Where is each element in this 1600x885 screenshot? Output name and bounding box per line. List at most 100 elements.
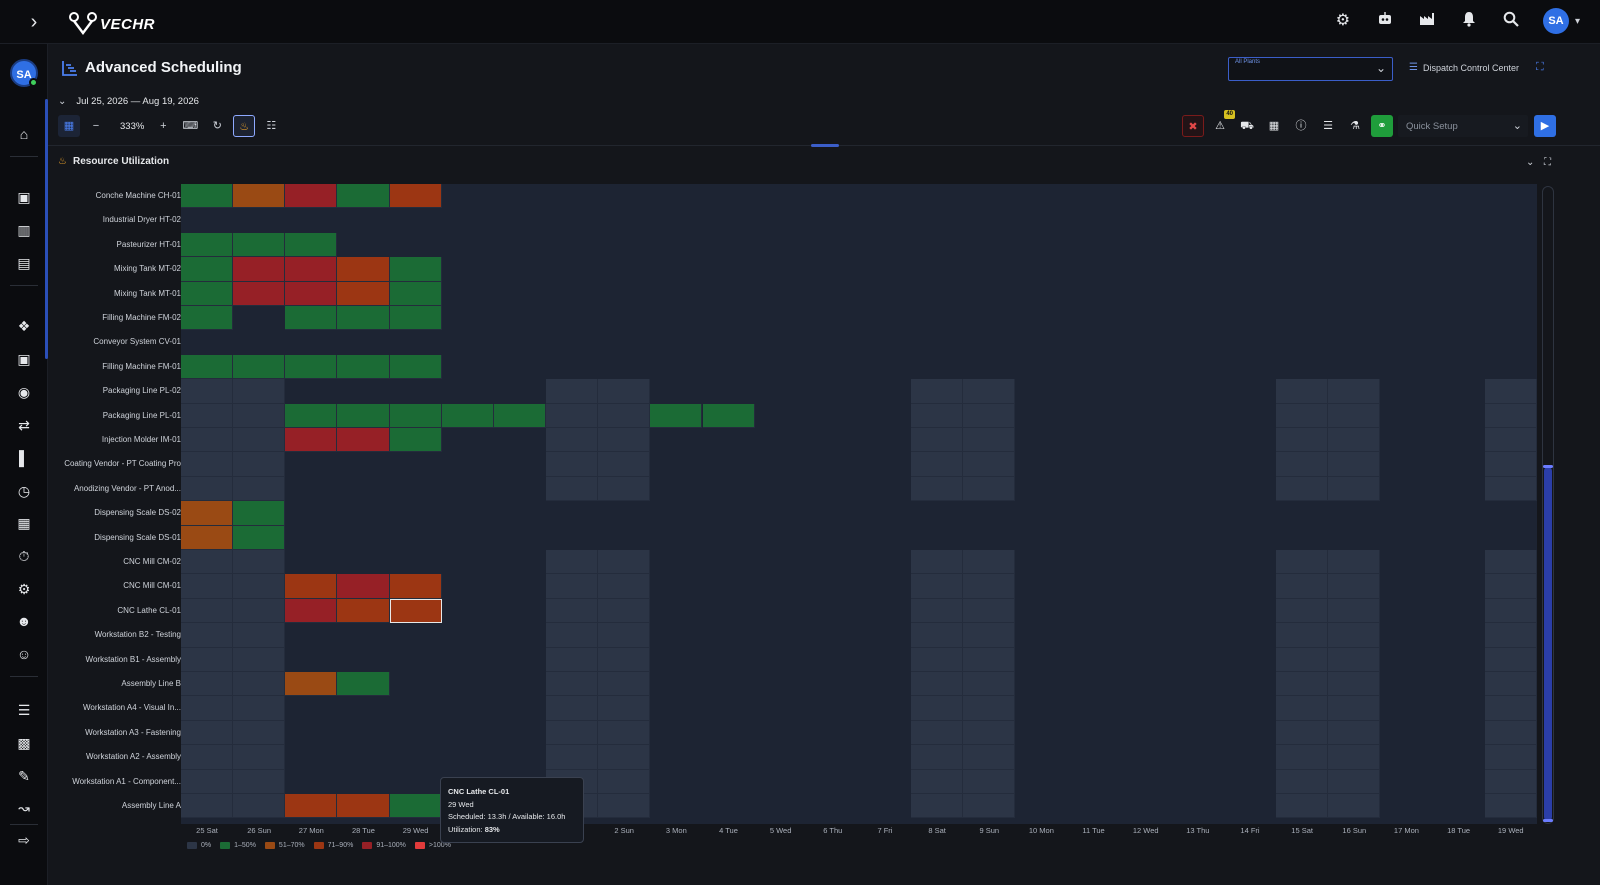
heatmap-cell[interactable]: [911, 647, 964, 672]
scrollbar-thumb[interactable]: [1544, 467, 1552, 821]
heatmap-cell[interactable]: [181, 525, 234, 550]
heatmap-cell[interactable]: [441, 403, 494, 428]
heatmap-cell[interactable]: [1276, 379, 1329, 404]
heatmap-cell[interactable]: [911, 598, 964, 624]
heatmap-cell[interactable]: [233, 403, 286, 428]
heatmap-cell[interactable]: [963, 647, 1016, 672]
layers-icon[interactable]: ☰: [1323, 120, 1333, 132]
heatmap-cell[interactable]: [911, 623, 964, 648]
heatmap-cell[interactable]: [233, 745, 286, 770]
heatmap-cell[interactable]: [181, 232, 234, 258]
heatmap-cell[interactable]: [963, 623, 1016, 648]
heatmap-cell[interactable]: [1276, 476, 1329, 502]
heatmap-cell[interactable]: [1484, 745, 1537, 770]
heatmap-cell[interactable]: [233, 647, 286, 672]
heatmap-cell[interactable]: [181, 720, 234, 746]
heatmap-cell[interactable]: [1328, 403, 1381, 428]
heatmap-cell[interactable]: [1276, 598, 1329, 624]
chart-line-icon[interactable]: ↝: [18, 800, 30, 816]
heatmap-cell[interactable]: [233, 794, 286, 819]
warehouse-icon[interactable]: ▤: [17, 255, 31, 271]
delete-icon[interactable]: ✖: [1182, 115, 1204, 137]
heatmap-cell[interactable]: [233, 476, 286, 502]
heatmap-cell[interactable]: [1484, 720, 1537, 746]
heatmap-cell[interactable]: [389, 403, 442, 428]
calendar-icon[interactable]: ▦: [1268, 120, 1280, 132]
heatmap-cell[interactable]: [1276, 623, 1329, 648]
heatmap-cell[interactable]: [337, 403, 390, 428]
heatmap-cell[interactable]: [181, 306, 234, 331]
heatmap-cell[interactable]: [598, 598, 651, 624]
heatmap-cell[interactable]: [1484, 550, 1537, 575]
filter-sliders-icon[interactable]: ☷: [266, 120, 277, 132]
heatmap-cell[interactable]: [1328, 745, 1381, 770]
heatmap-cell[interactable]: [1328, 769, 1381, 794]
heatmap-cell[interactable]: [911, 452, 964, 477]
heatmap-cell[interactable]: [181, 354, 234, 380]
settings-icon[interactable]: ⚙: [1335, 12, 1351, 29]
heatmap-cell-selected[interactable]: [389, 598, 442, 624]
heatmap-cell[interactable]: [963, 794, 1016, 819]
heatmap-cell[interactable]: [233, 257, 286, 282]
heatmap-cell[interactable]: [911, 720, 964, 746]
heatmap-cell[interactable]: [598, 745, 651, 770]
heatmap-cell[interactable]: [598, 379, 651, 404]
heatmap-cell[interactable]: [233, 184, 286, 209]
heatmap-cell[interactable]: [233, 379, 286, 404]
heatmap-cell[interactable]: [546, 672, 599, 697]
factory-icon[interactable]: [1417, 11, 1437, 31]
heatmap-cell[interactable]: [598, 476, 651, 502]
heatmap-cell[interactable]: [1276, 550, 1329, 575]
heatmap-cell[interactable]: [285, 306, 338, 331]
date-range-row[interactable]: ⌄ Jul 25, 2026 — Aug 19, 2026: [58, 94, 199, 108]
heatmap-cell[interactable]: [963, 672, 1016, 697]
heatmap-cell[interactable]: [963, 769, 1016, 794]
expand-sidebar-icon[interactable]: ›: [30, 11, 38, 33]
heatmap-cell[interactable]: [181, 379, 234, 404]
truck-icon[interactable]: ⛟: [1240, 120, 1254, 132]
logout-icon[interactable]: ⇨: [18, 832, 30, 848]
heatmap-cell[interactable]: [963, 745, 1016, 770]
heatmap-cell[interactable]: [389, 574, 442, 599]
heatmap-cell[interactable]: [337, 428, 390, 453]
heatmap-cell[interactable]: [233, 550, 286, 575]
heatmap-cell[interactable]: [1328, 428, 1381, 453]
heatmap-cell[interactable]: [1328, 647, 1381, 672]
heatmap-cell[interactable]: [389, 281, 442, 306]
plant-select[interactable]: All Plants ⌄: [1228, 57, 1393, 81]
heatmap-cell[interactable]: [1328, 623, 1381, 648]
heatmap-cell[interactable]: [1484, 403, 1537, 428]
heatmap-cell[interactable]: [650, 403, 703, 428]
heatmap-cell[interactable]: [1484, 574, 1537, 599]
heatmap-cell[interactable]: [181, 476, 234, 502]
heatmap-cell[interactable]: [233, 501, 286, 526]
heatmap-cell[interactable]: [546, 403, 599, 428]
heatmap-cell[interactable]: [598, 672, 651, 697]
heatmap-cell[interactable]: [546, 550, 599, 575]
factory-icon[interactable]: ▣: [17, 189, 31, 205]
heatmap-cell[interactable]: [285, 598, 338, 624]
heatmap-cell[interactable]: [1276, 428, 1329, 453]
heatmap-cell[interactable]: [911, 403, 964, 428]
heatmap-cell[interactable]: [598, 550, 651, 575]
heatmap-cell[interactable]: [389, 257, 442, 282]
heatmap-cell[interactable]: [181, 574, 234, 599]
heatmap-cell[interactable]: [1484, 769, 1537, 794]
heatmap-cell[interactable]: [233, 720, 286, 746]
search-icon[interactable]: [1501, 11, 1521, 31]
heatmap-cell[interactable]: [911, 379, 964, 404]
dispatch-control-center-link[interactable]: ☰ Dispatch Control Center: [1409, 62, 1519, 73]
heatmap-cell[interactable]: [963, 379, 1016, 404]
heatmap-cell[interactable]: [546, 598, 599, 624]
heatmap-cell[interactable]: [1276, 403, 1329, 428]
heatmap-cell[interactable]: [1328, 476, 1381, 502]
heatmap-cell[interactable]: [1484, 598, 1537, 624]
heatmap-cell[interactable]: [493, 403, 547, 428]
heatmap-cell[interactable]: [546, 745, 599, 770]
heatmap-cell[interactable]: [546, 720, 599, 746]
calendar-button[interactable]: ▦: [58, 115, 80, 137]
heatmap-cell[interactable]: [181, 281, 234, 306]
heatmap-cell[interactable]: [963, 720, 1016, 746]
heatmap-cell[interactable]: [546, 379, 599, 404]
heatmap-cell[interactable]: [1328, 696, 1381, 721]
